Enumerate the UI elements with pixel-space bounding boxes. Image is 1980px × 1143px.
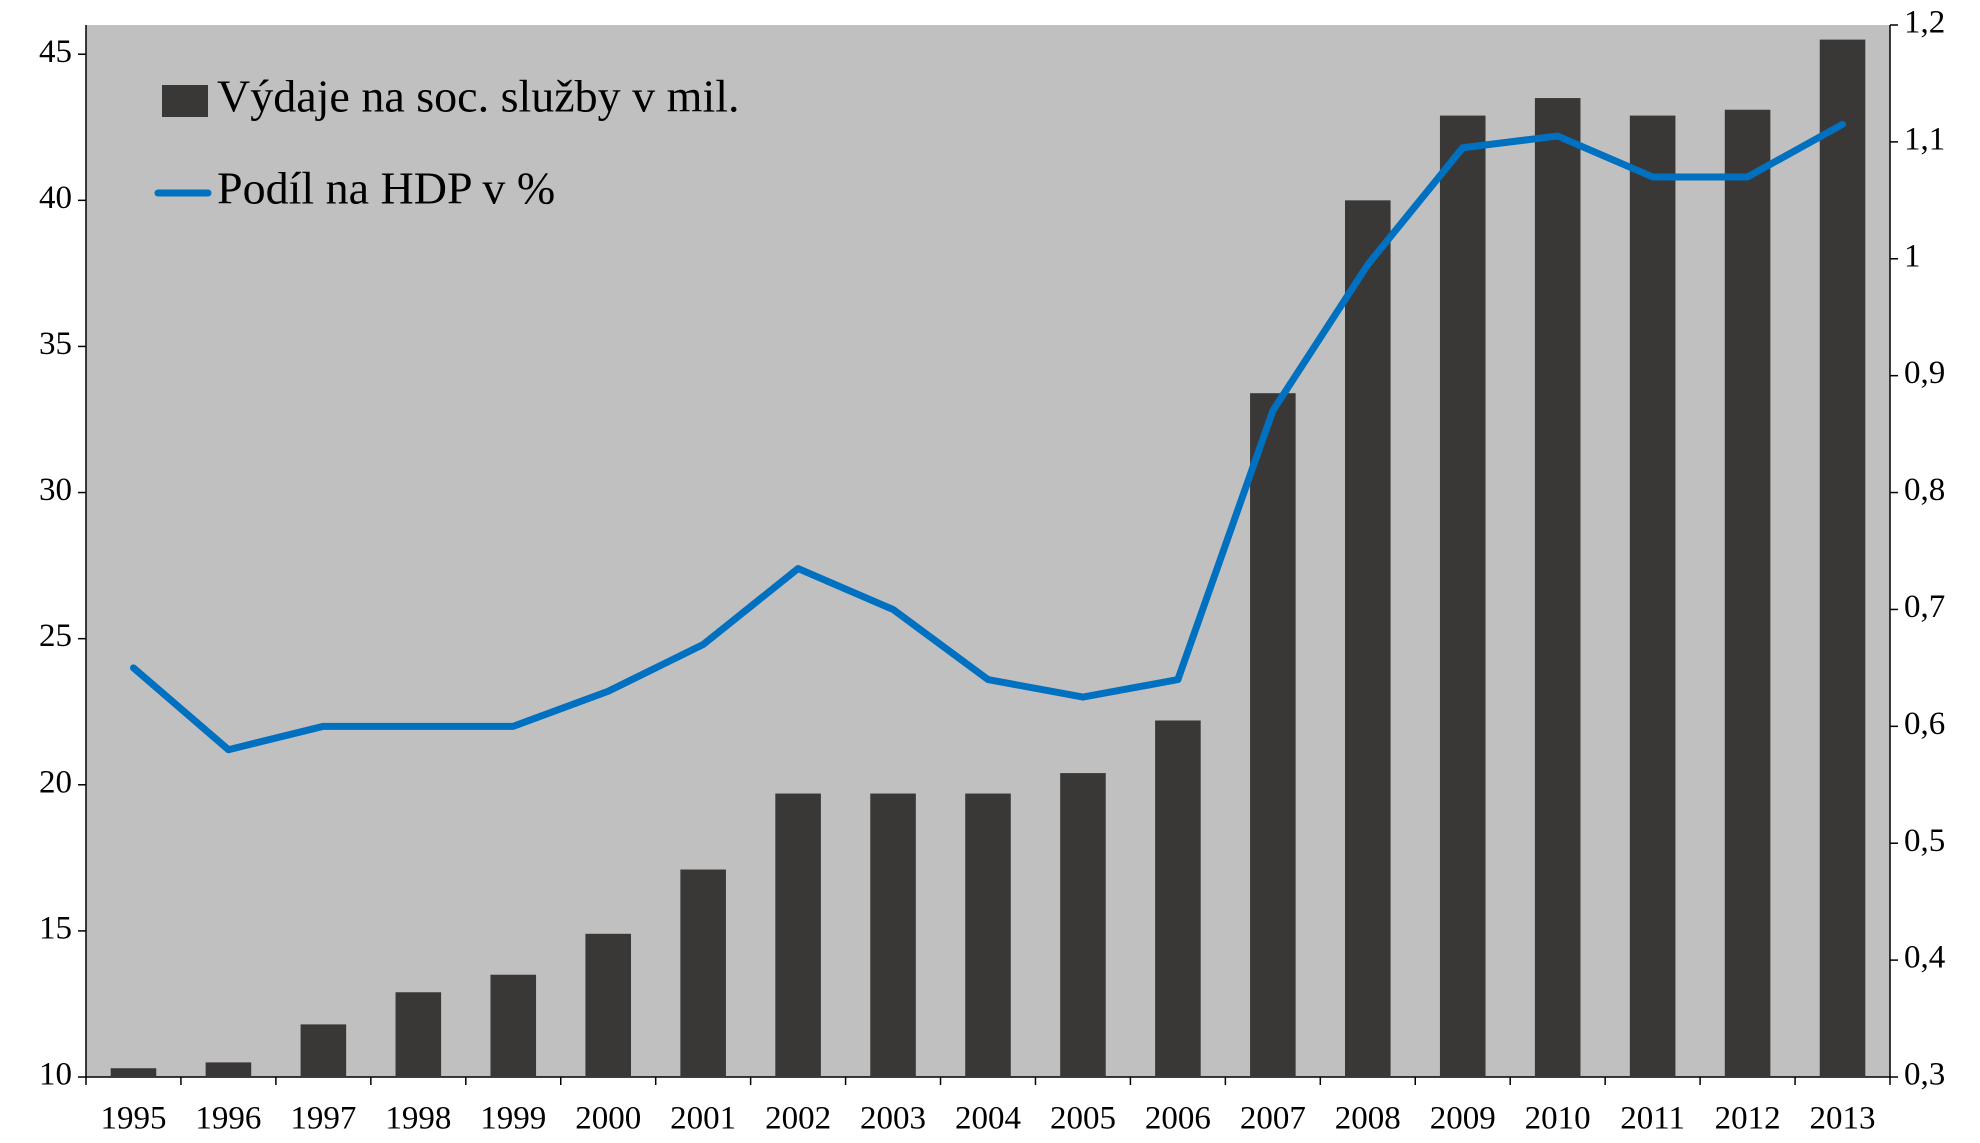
y-tick-label: 35: [39, 326, 72, 362]
bar: [110, 1068, 157, 1077]
x-tick-label: 1999: [480, 1101, 546, 1137]
legend-label: Podíl na HDP v %: [217, 163, 555, 214]
x-tick-label: 2000: [575, 1101, 641, 1137]
bar: [395, 992, 442, 1077]
y-tick-label: 20: [39, 764, 72, 800]
x-tick-label: 2010: [1525, 1101, 1591, 1137]
x-tick-label: 1998: [385, 1101, 451, 1137]
bar: [1155, 720, 1201, 1077]
x-tick-label: 2001: [670, 1101, 736, 1137]
y2-tick-label: 0,6: [1904, 706, 1945, 742]
y2-tick-label: 0,9: [1904, 355, 1945, 391]
bar: [965, 793, 1011, 1077]
bar: [775, 793, 821, 1077]
bar: [1534, 98, 1581, 1078]
x-tick-label: 2009: [1430, 1101, 1496, 1137]
legend-label: Výdaje na soc. služby v mil.: [217, 71, 740, 122]
bar: [870, 793, 916, 1077]
x-tick-label: 2006: [1145, 1101, 1211, 1137]
y-tick-label: 45: [39, 34, 72, 70]
x-tick-label: 2002: [765, 1101, 831, 1137]
x-tick-label: 2012: [1715, 1101, 1781, 1137]
legend-swatch: [162, 85, 208, 117]
bar: [680, 869, 726, 1077]
bar: [1629, 115, 1676, 1078]
y2-tick-label: 0,3: [1904, 1057, 1945, 1093]
bar: [1250, 393, 1296, 1077]
bar: [205, 1062, 252, 1077]
bar: [1724, 109, 1771, 1077]
y-tick-label: 30: [39, 472, 72, 508]
bar: [1345, 200, 1391, 1078]
x-tick-label: 2007: [1240, 1101, 1306, 1137]
x-tick-label: 1997: [290, 1101, 356, 1137]
y2-tick-label: 1,1: [1904, 121, 1945, 157]
line: [129, 120, 1847, 754]
y-tick-label: 40: [39, 180, 72, 216]
bar: [1439, 115, 1486, 1078]
x-tick-label: 2003: [860, 1101, 926, 1137]
x-tick-label: 2013: [1810, 1101, 1876, 1137]
y2-tick-label: 0,5: [1904, 823, 1945, 859]
bar: [300, 1024, 347, 1077]
x-tick-label: 1995: [100, 1101, 166, 1137]
y-tick-label: 25: [39, 618, 72, 654]
bar: [1819, 39, 1866, 1078]
x-tick-label: 2008: [1335, 1101, 1401, 1137]
y2-tick-label: 0,7: [1904, 589, 1945, 625]
y-tick-label: 10: [39, 1057, 72, 1093]
x-tick-label: 2004: [955, 1101, 1021, 1137]
y2-tick-label: 0,4: [1904, 940, 1945, 976]
bar: [585, 933, 631, 1077]
y2-tick-label: 1: [1904, 238, 1921, 274]
y2-tick-label: 1,2: [1904, 5, 1945, 41]
bar: [490, 974, 537, 1077]
y-tick-label: 15: [39, 910, 72, 946]
bar: [1060, 773, 1106, 1077]
x-tick-label: 1996: [195, 1101, 261, 1137]
x-tick-label: 2005: [1050, 1101, 1116, 1137]
x-tick-label: 2011: [1620, 1101, 1685, 1137]
y2-tick-label: 0,8: [1904, 472, 1945, 508]
